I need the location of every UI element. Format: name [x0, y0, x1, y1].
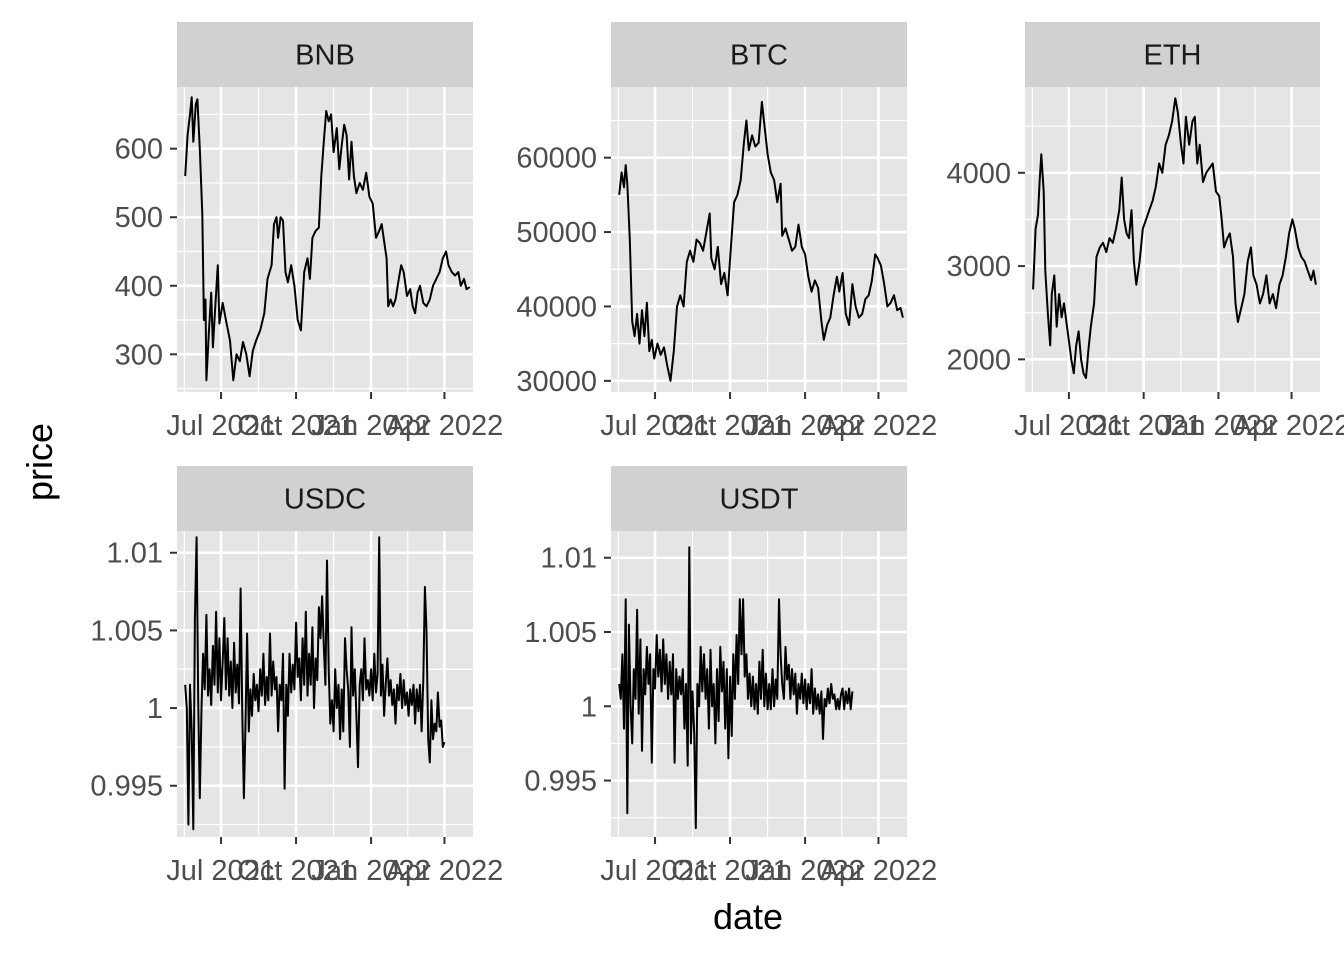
- series-line-eth: [1032, 97, 1317, 379]
- facet-strip-label: BNB: [295, 40, 355, 72]
- y-tick-label: 1: [147, 693, 163, 725]
- series-line-usdt: [618, 546, 854, 830]
- y-tick-label: 30000: [516, 366, 597, 398]
- x-tick-label: Jan 2022: [745, 855, 864, 887]
- facet-strip: [611, 466, 907, 531]
- y-tick-label: 300: [115, 339, 163, 371]
- series-line-btc: [618, 100, 904, 382]
- x-tick-label: Apr 2022: [820, 410, 938, 442]
- y-tick-label: 2000: [946, 344, 1011, 376]
- y-tick-label: 40000: [516, 291, 597, 323]
- facet-strip: [177, 466, 473, 531]
- y-tick-label: 0.995: [90, 771, 163, 803]
- facet-strip: [177, 22, 473, 87]
- series-line-usdc: [184, 536, 446, 831]
- x-tick-label: Oct 2021: [237, 855, 355, 887]
- y-tick-label: 4000: [946, 158, 1011, 190]
- facet-strip-label: USDC: [284, 484, 366, 516]
- x-tick-label: Jul 2021: [600, 855, 710, 887]
- y-tick-label: 400: [115, 271, 163, 303]
- x-tick-label: Apr 2022: [386, 855, 504, 887]
- y-tick-label: 50000: [516, 217, 597, 249]
- y-tick-label: 500: [115, 202, 163, 234]
- y-tick-label: 1: [581, 691, 597, 723]
- x-tick-label: Jul 2021: [166, 855, 276, 887]
- y-tick-label: 600: [115, 134, 163, 166]
- y-tick-label: 3000: [946, 251, 1011, 283]
- series-line-bnb: [184, 96, 471, 382]
- panel-background: [1025, 87, 1320, 392]
- x-tick-label: Jan 2022: [745, 410, 864, 442]
- y-tick-label: 1.005: [524, 617, 597, 649]
- x-tick-label: Oct 2021: [671, 410, 789, 442]
- x-tick-label: Apr 2022: [1233, 410, 1344, 442]
- y-tick-label: 60000: [516, 143, 597, 175]
- y-tick-label: 1.01: [541, 543, 597, 575]
- y-tick-label: 0.995: [524, 766, 597, 798]
- x-tick-label: Jan 2022: [311, 410, 430, 442]
- y-tick-label: 1.01: [107, 538, 163, 570]
- y-axis-title: price: [19, 423, 60, 501]
- facet-strip: [611, 22, 907, 87]
- facet-strip-label: USDT: [720, 484, 799, 516]
- x-tick-label: Oct 2021: [1085, 410, 1203, 442]
- facet-strip-label: ETH: [1144, 40, 1202, 72]
- x-tick-label: Jul 2021: [166, 410, 276, 442]
- x-tick-label: Apr 2022: [386, 410, 504, 442]
- x-tick-label: Oct 2021: [237, 410, 355, 442]
- facet-strip: [1025, 22, 1320, 87]
- x-tick-label: Jul 2021: [600, 410, 710, 442]
- y-tick-label: 1.005: [90, 615, 163, 647]
- x-tick-label: Jan 2022: [311, 855, 430, 887]
- x-tick-label: Jan 2022: [1159, 410, 1278, 442]
- x-axis-title: date: [713, 896, 783, 937]
- x-tick-label: Jul 2021: [1014, 410, 1124, 442]
- x-tick-label: Oct 2021: [671, 855, 789, 887]
- facet-strip-label: BTC: [730, 40, 788, 72]
- x-tick-label: Apr 2022: [820, 855, 938, 887]
